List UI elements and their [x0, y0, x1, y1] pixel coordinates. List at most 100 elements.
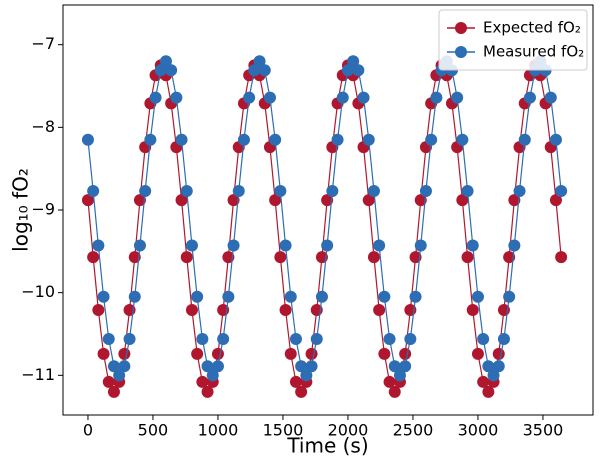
x-tick-label: 0: [83, 421, 93, 440]
series: [81, 55, 568, 382]
data-point: [123, 332, 136, 345]
data-point: [295, 360, 308, 373]
data-point: [341, 64, 354, 77]
data-point: [388, 360, 401, 373]
data-point: [367, 184, 380, 197]
data-point: [133, 194, 146, 207]
legend-label: Measured fO₂: [483, 43, 584, 61]
data-point: [201, 360, 214, 373]
data-point: [404, 332, 417, 345]
data-point: [175, 194, 188, 207]
data-point: [128, 251, 141, 264]
data-point: [289, 375, 302, 388]
x-tick-label: 2500: [393, 421, 434, 440]
data-point: [284, 290, 297, 303]
data-point: [419, 184, 432, 197]
data-point: [414, 194, 427, 207]
data-point: [409, 251, 422, 264]
data-point: [508, 194, 521, 207]
data-point: [154, 64, 167, 77]
data-point: [430, 91, 443, 104]
data-point: [248, 64, 261, 77]
data-point: [399, 360, 412, 373]
data-point: [149, 91, 162, 104]
data-point: [102, 375, 115, 388]
data-point: [310, 332, 323, 345]
x-axis-label: Time (s): [286, 434, 368, 458]
data-point: [466, 304, 479, 317]
data-point: [518, 133, 531, 146]
y-tick-label: −10: [21, 282, 55, 301]
data-point: [456, 133, 469, 146]
data-point: [544, 91, 557, 104]
data-point: [217, 332, 230, 345]
data-point: [482, 360, 495, 373]
data-point: [513, 184, 526, 197]
series: [81, 59, 568, 398]
data-point: [508, 239, 521, 252]
data-point: [305, 347, 318, 360]
data-point: [144, 133, 157, 146]
data-point: [92, 239, 105, 252]
data-point: [133, 239, 146, 252]
data-point: [549, 133, 562, 146]
data-point: [503, 251, 516, 264]
data-point: [97, 347, 110, 360]
y-tick-label: −11: [21, 365, 55, 384]
y-tick-label: −8: [31, 117, 55, 136]
x-tick-label: 2000: [328, 421, 369, 440]
data-point: [362, 194, 375, 207]
data-point: [492, 347, 505, 360]
data-point: [492, 360, 505, 373]
data-point: [253, 55, 266, 68]
data-point: [107, 385, 120, 398]
y-axis-label: log₁₀ fO₂: [9, 168, 33, 252]
data-point: [471, 290, 484, 303]
data-point: [300, 369, 313, 382]
data-point: [211, 360, 224, 373]
legend-marker: [455, 22, 467, 34]
legend: Expected fO₂ Measured fO₂: [438, 9, 588, 71]
data-point: [289, 332, 302, 345]
data-point: [471, 347, 484, 360]
data-point: [549, 194, 562, 207]
y-tick-label: −9: [31, 200, 55, 219]
data-point: [305, 360, 318, 373]
data-point: [466, 239, 479, 252]
data-point: [269, 194, 282, 207]
data-point: [477, 375, 490, 388]
data-point: [315, 251, 328, 264]
data-point: [165, 64, 178, 77]
data-point: [378, 347, 391, 360]
data-point: [399, 347, 412, 360]
series-line: [87, 64, 562, 394]
data-point: [555, 184, 568, 197]
data-point: [159, 55, 172, 68]
plot-frame: [62, 4, 594, 416]
data-point: [326, 184, 339, 197]
data-point: [222, 251, 235, 264]
data-point: [274, 184, 287, 197]
data-point: [107, 360, 120, 373]
data-point: [196, 375, 209, 388]
data-point: [523, 91, 536, 104]
data-point: [263, 91, 276, 104]
data-point: [456, 194, 469, 207]
data-point: [180, 251, 193, 264]
legend-box: [438, 9, 588, 71]
data-point: [367, 251, 380, 264]
data-point: [128, 290, 141, 303]
data-point: [362, 133, 375, 146]
data-point: [191, 290, 204, 303]
data-point: [451, 91, 464, 104]
data-point: [258, 64, 271, 77]
data-point: [201, 385, 214, 398]
data-point: [321, 239, 334, 252]
data-point: [175, 133, 188, 146]
x-tick-label: 1000: [198, 421, 239, 440]
data-point: [373, 239, 386, 252]
data-point: [180, 184, 193, 197]
x-tick-label: 500: [138, 421, 169, 440]
data-point: [118, 360, 131, 373]
series-line: [87, 60, 562, 377]
